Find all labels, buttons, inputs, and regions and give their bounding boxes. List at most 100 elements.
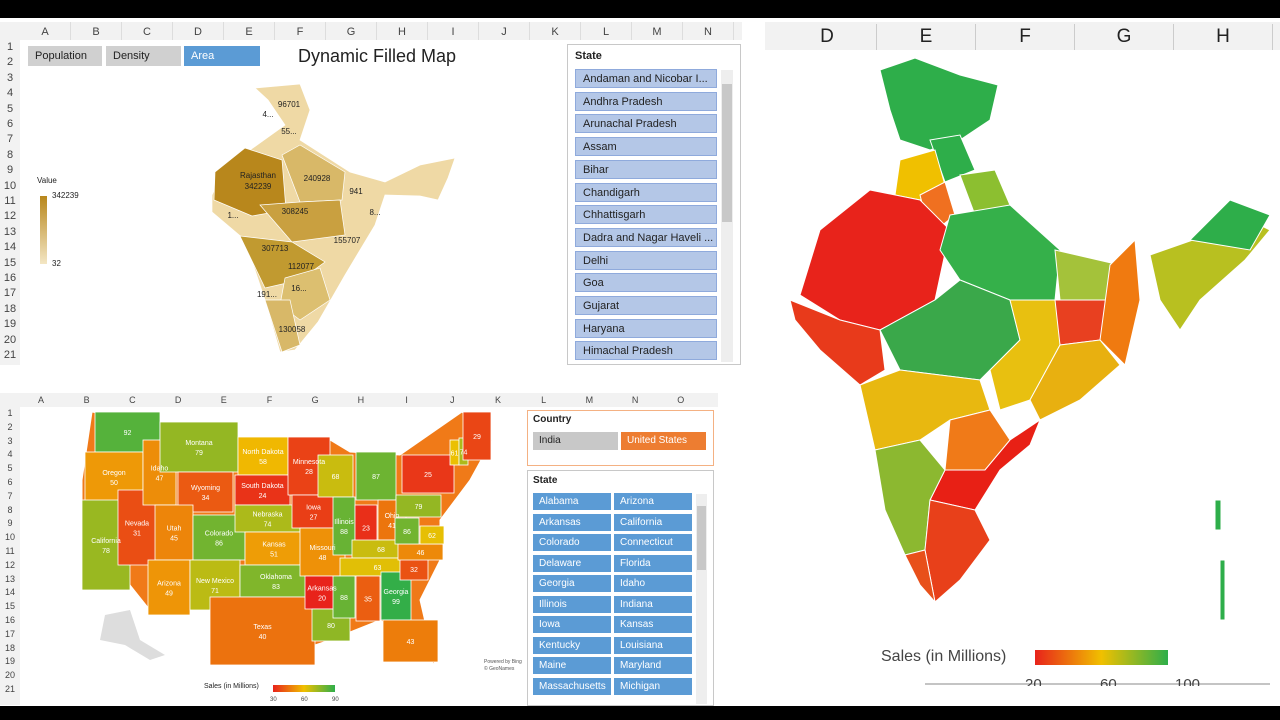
slicer-item[interactable]: Chandigarh: [575, 182, 717, 202]
row-header: 7: [7, 490, 13, 501]
state-value: 86: [403, 529, 411, 536]
map-label: 941: [349, 187, 363, 196]
column-header: E: [224, 22, 275, 40]
column-header: C: [122, 22, 173, 40]
row-header: 13: [3, 225, 17, 238]
column-header: M: [632, 22, 683, 40]
slicer-item[interactable]: United States: [621, 432, 706, 450]
slicer-item[interactable]: Massachusetts: [533, 677, 611, 695]
state-name: Utah: [167, 526, 182, 533]
filter-button[interactable]: Area: [184, 46, 260, 66]
slicer-item[interactable]: Colorado: [533, 534, 611, 551]
slicer-item[interactable]: Kentucky: [533, 636, 611, 654]
state-name: Ohio: [385, 513, 400, 520]
state-name: Iowa: [306, 505, 321, 512]
slicer-item[interactable]: Goa: [575, 273, 717, 293]
slicer-item[interactable]: India: [533, 432, 618, 450]
slicer-item[interactable]: Iowa: [533, 616, 611, 633]
row-header: 10: [3, 179, 17, 192]
slicer-item[interactable]: Andhra Pradesh: [575, 91, 717, 111]
row-header-bar: [0, 40, 20, 365]
state-value: 24: [259, 493, 267, 500]
slicer-item[interactable]: Connecticut: [614, 534, 692, 551]
slicer-item[interactable]: Michigan: [614, 677, 692, 695]
slicer-item[interactable]: Bihar: [575, 159, 717, 179]
bottom-bar: [0, 706, 1280, 720]
state-region: [209, 596, 316, 666]
slicer-item[interactable]: Illinois: [533, 595, 611, 613]
row-header: 19: [4, 656, 15, 667]
slicer-item[interactable]: Louisiana: [614, 636, 692, 654]
column-header: G: [1075, 24, 1174, 50]
state-region: [355, 451, 397, 501]
map-label: 342239: [245, 182, 272, 191]
state-region: [237, 436, 289, 476]
row-header: 3: [7, 435, 13, 446]
state-value: 29: [473, 434, 481, 441]
state-name: Oklahoma: [260, 574, 292, 581]
slicer-item[interactable]: Alabama: [533, 493, 611, 510]
row-header: 6: [7, 477, 13, 487]
slicer-item[interactable]: Arunachal Pradesh: [575, 114, 717, 134]
row-header: 10: [4, 532, 15, 543]
column-header: A: [37, 395, 44, 405]
state-region: [234, 474, 291, 506]
column-header: L: [581, 22, 632, 40]
slicer-item[interactable]: Haryana: [575, 318, 717, 338]
slicer-item[interactable]: Indiana: [614, 595, 692, 613]
state-value: 87: [372, 474, 380, 481]
state-value: 40: [259, 634, 267, 641]
state-name: Colorado: [205, 531, 234, 538]
column-header: J: [450, 395, 455, 405]
row-header: 12: [4, 559, 15, 570]
state-name: New Mexico: [196, 578, 234, 585]
state-value: 92: [124, 430, 132, 437]
slicer-item[interactable]: Arizona: [614, 493, 692, 510]
filter-button[interactable]: Population: [28, 46, 102, 66]
slicer-item[interactable]: Arkansas: [533, 513, 611, 531]
slicer-item[interactable]: Gujarat: [575, 296, 717, 315]
state-value: 68: [377, 547, 385, 554]
slicer-item[interactable]: Assam: [575, 137, 717, 157]
row-header: 14: [4, 587, 15, 598]
row-header: 15: [3, 256, 17, 269]
state-value: 79: [195, 450, 203, 457]
filter-button[interactable]: Density: [106, 46, 181, 66]
row-header: 9: [6, 164, 14, 177]
column-header: M: [585, 395, 594, 405]
row-header: 8: [6, 148, 14, 161]
slicer-item[interactable]: Andaman and Nicobar I...: [575, 69, 717, 88]
slicer-item[interactable]: California: [614, 513, 692, 531]
state-value: 74: [460, 450, 468, 457]
state-region: [382, 619, 439, 663]
slicer-item[interactable]: Florida: [614, 554, 692, 572]
row-header: 20: [3, 333, 17, 346]
state-value: 45: [170, 536, 178, 543]
slicer-item[interactable]: Delaware: [533, 554, 611, 572]
map-label: 8...: [369, 208, 380, 217]
state-value: 74: [264, 522, 272, 529]
slicer-item[interactable]: Georgia: [533, 575, 611, 592]
row-header: 1: [7, 408, 13, 418]
slicer-item[interactable]: Himachal Pradesh: [575, 341, 717, 361]
row-header: 18: [3, 302, 17, 315]
legend-max: 342239: [52, 191, 79, 200]
slicer-item[interactable]: Delhi: [575, 250, 717, 270]
slicer-item[interactable]: Maine: [533, 657, 611, 674]
state-name: Arizona: [157, 581, 181, 588]
alaska: [100, 610, 165, 660]
column-header: H: [357, 395, 365, 405]
slicer-item[interactable]: Chhattisgarh: [575, 205, 717, 225]
column-header: E: [877, 24, 976, 50]
slicer-item[interactable]: Idaho: [614, 575, 692, 592]
row-header: 17: [4, 628, 15, 639]
slicer-item[interactable]: Maryland: [614, 657, 692, 674]
state-name: Texas: [253, 624, 272, 631]
column-header: F: [266, 395, 273, 405]
legend-gradient: [273, 685, 335, 692]
slicer-item[interactable]: Kansas: [614, 616, 692, 633]
slicer-item[interactable]: Dadra and Nagar Haveli ...: [575, 227, 717, 247]
top-bar: [0, 0, 1280, 18]
india-map-right: [789, 57, 1271, 621]
legend-title: Sales (in Millions): [881, 648, 1007, 665]
